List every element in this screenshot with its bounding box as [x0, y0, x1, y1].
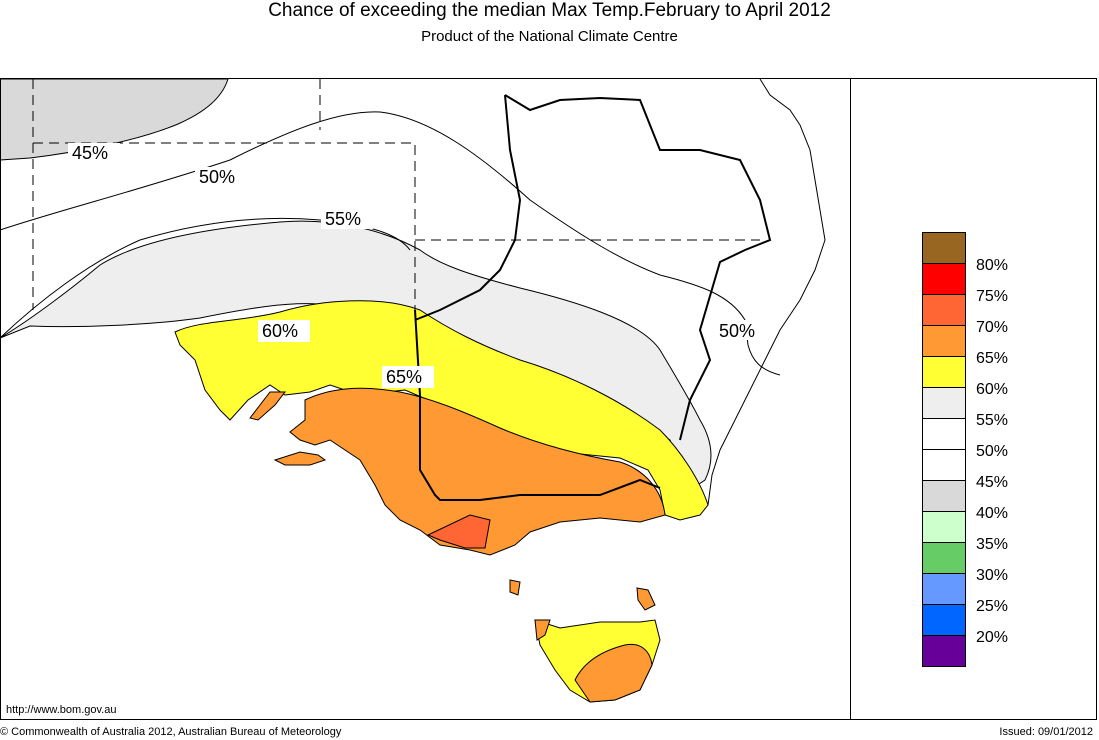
legend-label: 55% [976, 412, 1009, 429]
legend-divider [850, 78, 851, 720]
zone-65-eyre [249, 391, 287, 421]
legend-swatch-35-40 [922, 511, 966, 543]
coastline-east [707, 78, 826, 506]
map-frame [0, 78, 1097, 720]
state-border-qld-nsw [414, 94, 522, 321]
contour-label-50e-bg [716, 320, 766, 340]
legend-swatch-65-70 [922, 325, 966, 357]
legend-label: 45% [976, 474, 1009, 491]
map-subtitle: Product of the National Climate Centre [421, 28, 678, 45]
issued-date: Issued: 09/01/2012 [999, 726, 1093, 738]
contour-label-60: 60% [262, 321, 298, 341]
legend-swatch-45-50 [922, 449, 966, 481]
contour-label-65-bg [382, 366, 434, 388]
legend-label: 40% [976, 505, 1009, 522]
contour-label-50-west: 50% [199, 167, 235, 187]
legend-label: 70% [976, 319, 1009, 336]
legend-label: 30% [976, 567, 1009, 584]
tasmania-nw-orange [534, 619, 551, 641]
legend-swatch-80-above [922, 232, 966, 264]
legend-swatch-25-30 [922, 573, 966, 605]
tasmania-orange [574, 643, 653, 703]
zone-70-75 [426, 514, 491, 549]
map-title: Chance of exceeding the median Max Temp.… [268, 0, 831, 21]
contour-label-45: 45% [72, 143, 108, 163]
state-border-vic-nsw [504, 94, 772, 441]
king-island [509, 579, 521, 596]
contour-label-60-bg [258, 320, 310, 342]
legend-swatch-50-55 [922, 418, 966, 450]
legend-label: 20% [976, 629, 1009, 646]
legend-swatch-60-65 [922, 356, 966, 388]
contour-label-65: 65% [386, 367, 422, 387]
zone-55-60 [0, 220, 712, 491]
legend-swatch-30-35 [922, 542, 966, 574]
bom-url-link[interactable]: http://www.bom.gov.au [6, 704, 117, 716]
legend-label: 25% [976, 598, 1009, 615]
legend-swatch-70-75 [922, 294, 966, 326]
zone-65-70 [289, 387, 666, 556]
flinders-island [636, 587, 656, 611]
contour-label-50-east: 50% [719, 321, 755, 341]
legend-swatch-below-20 [922, 635, 966, 667]
dashed-boundary-3 [33, 142, 416, 320]
legend-label: 80% [976, 257, 1009, 274]
contour-label-55: 55% [325, 209, 361, 229]
zone-below-45 [0, 78, 229, 161]
contour-label-45-bg [68, 143, 120, 163]
copyright-notice: © Commonwealth of Australia 2012, Austra… [0, 726, 342, 738]
legend-swatch-55-60 [922, 387, 966, 419]
legend-label: 75% [976, 288, 1009, 305]
state-border-sa-nsw [414, 309, 661, 501]
kangaroo-island [273, 451, 327, 466]
probability-map: 45% 50% 55% 60% 65% 50% [0, 78, 826, 703]
legend-label: 60% [976, 381, 1009, 398]
legend-swatch-20-25 [922, 604, 966, 636]
contour-50-west [0, 111, 781, 376]
legend-label: 35% [976, 536, 1009, 553]
legend-label: 65% [976, 350, 1009, 367]
contour-label-50w-bg [195, 167, 245, 187]
legend-label: 50% [976, 443, 1009, 460]
contour-label-55-bg [321, 209, 373, 229]
legend-swatch-75-80 [922, 263, 966, 295]
legend-swatch-40-45 [922, 480, 966, 512]
